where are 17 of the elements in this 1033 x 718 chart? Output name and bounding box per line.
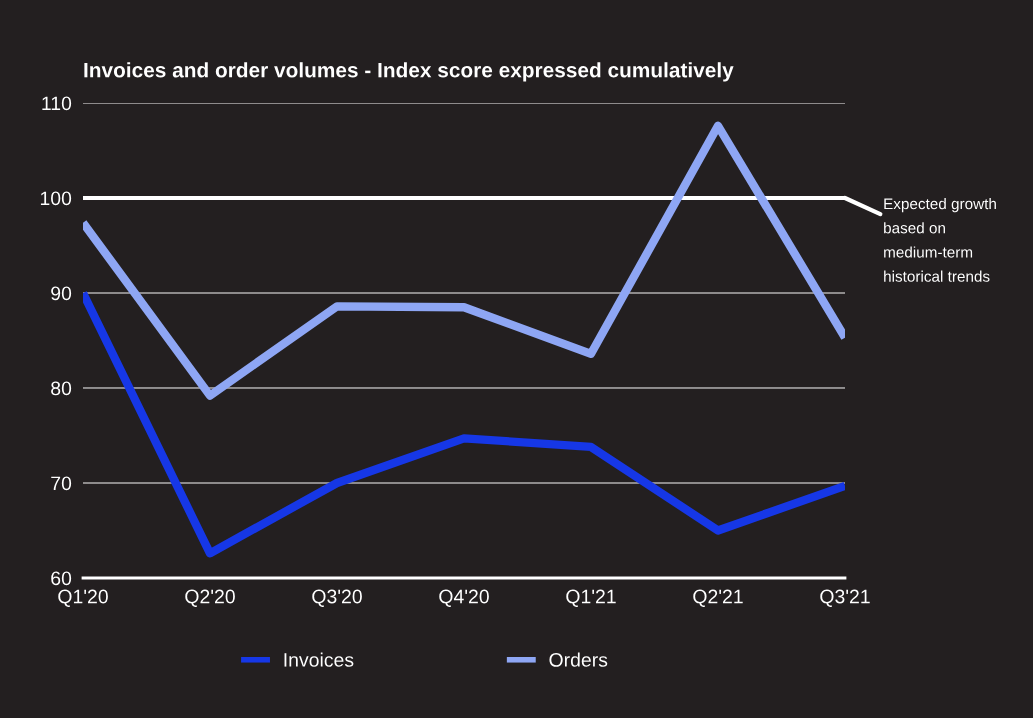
x-tick-label: Q1'20: [58, 589, 108, 607]
legend-label: Invoices: [284, 652, 354, 667]
x-tick-label: Q3'20: [312, 589, 362, 607]
y-tick-label: 110: [42, 96, 72, 111]
x-tick-label: Q3'21: [820, 589, 870, 607]
legend-label: Orders: [549, 652, 608, 667]
x-tick-label: Q2'20: [185, 589, 235, 607]
chart-title: Invoices and order volumes - Index score expressed cumulatively: [84, 62, 734, 82]
y-tick-label: 90: [51, 286, 72, 301]
y-tick-label: 60: [51, 571, 72, 586]
y-tick-label: 70: [51, 476, 72, 491]
legend-label: Expected growth based on medium-term historical trends: [884, 198, 996, 282]
y-tick-label: 100: [40, 191, 72, 206]
x-tick-label: Q2'21: [693, 589, 743, 607]
y-tick-label: 80: [51, 381, 72, 396]
x-tick-label: Q4'20: [439, 589, 489, 607]
x-tick-label: Q1'21: [566, 589, 616, 607]
